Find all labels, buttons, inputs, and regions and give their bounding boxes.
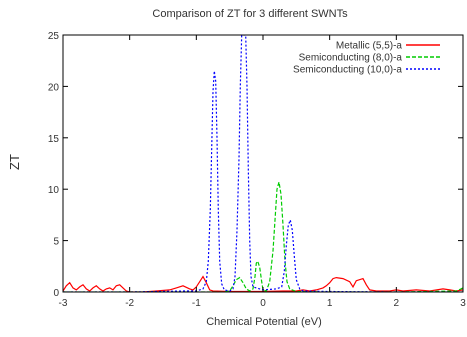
x-axis-label: Chemical Potential (eV) bbox=[206, 316, 322, 328]
y-tick-label: 5 bbox=[53, 237, 59, 248]
tick-layer: -3 -2 -1 0 1 2 3 0 5 10 15 20 25 bbox=[48, 31, 466, 309]
x-tick-label: 3 bbox=[460, 298, 466, 309]
y-tick-label: 10 bbox=[48, 185, 60, 196]
x-tick-label: 0 bbox=[260, 298, 266, 309]
y-axis-label: ZT bbox=[7, 154, 22, 170]
series-line-2 bbox=[63, 181, 463, 292]
legend-label-3: Semiconducting (10,0)-a bbox=[293, 65, 402, 76]
legend-label-1: Metallic (5,5)-a bbox=[336, 41, 403, 52]
series-line-1 bbox=[63, 275, 463, 292]
x-tick-label: -1 bbox=[192, 298, 201, 309]
y-tick-label: 0 bbox=[53, 288, 59, 299]
x-tick-label: 2 bbox=[394, 298, 400, 309]
y-tick-label: 20 bbox=[48, 82, 60, 93]
y-tick-label: 15 bbox=[48, 134, 60, 145]
y-tick-label: 25 bbox=[48, 31, 60, 42]
x-tick-label: -3 bbox=[59, 298, 68, 309]
x-tick-label: -2 bbox=[125, 298, 134, 309]
x-tick-label: 1 bbox=[327, 298, 333, 309]
chart-title: Comparison of ZT for 3 different SWNTs bbox=[152, 8, 348, 20]
legend-label-2: Semiconducting (8,0)-a bbox=[299, 53, 403, 64]
series-layer bbox=[63, 35, 463, 292]
series-line-3 bbox=[63, 35, 463, 292]
plot-frame bbox=[62, 34, 464, 293]
